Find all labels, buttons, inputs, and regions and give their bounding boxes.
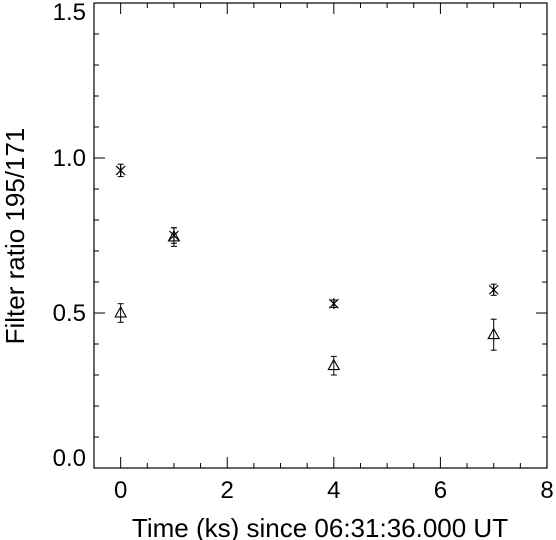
asterisk-point — [328, 298, 339, 310]
x-axis-label: Time (ks) since 06:31:36.000 UT — [132, 513, 508, 540]
y-tick-label: 0.0 — [53, 445, 86, 472]
tick-labels: 0 2 4 6 8 0.0 0.5 1.0 1.5 — [53, 0, 554, 504]
y-tick-label: 1.5 — [53, 0, 86, 26]
plot-frame — [93, 2, 548, 469]
x-tick-label: 6 — [434, 477, 447, 504]
triangle-point — [487, 327, 501, 340]
x-tick-label: 0 — [114, 477, 127, 504]
y-tick-label: 1.0 — [53, 145, 86, 172]
asterisk-point — [115, 164, 126, 176]
x-tick-label: 2 — [221, 477, 234, 504]
y-axis-label: Filter ratio 195/171 — [0, 128, 30, 345]
triangle-point — [114, 305, 128, 318]
asterisk-point — [488, 284, 499, 296]
triangle-point — [327, 358, 341, 371]
axis-ticks — [93, 2, 548, 469]
x-tick-label: 4 — [327, 477, 340, 504]
data-marks — [114, 163, 501, 376]
x-tick-label: 8 — [540, 477, 553, 504]
triangle-point — [167, 229, 181, 242]
y-tick-label: 0.5 — [53, 300, 86, 327]
